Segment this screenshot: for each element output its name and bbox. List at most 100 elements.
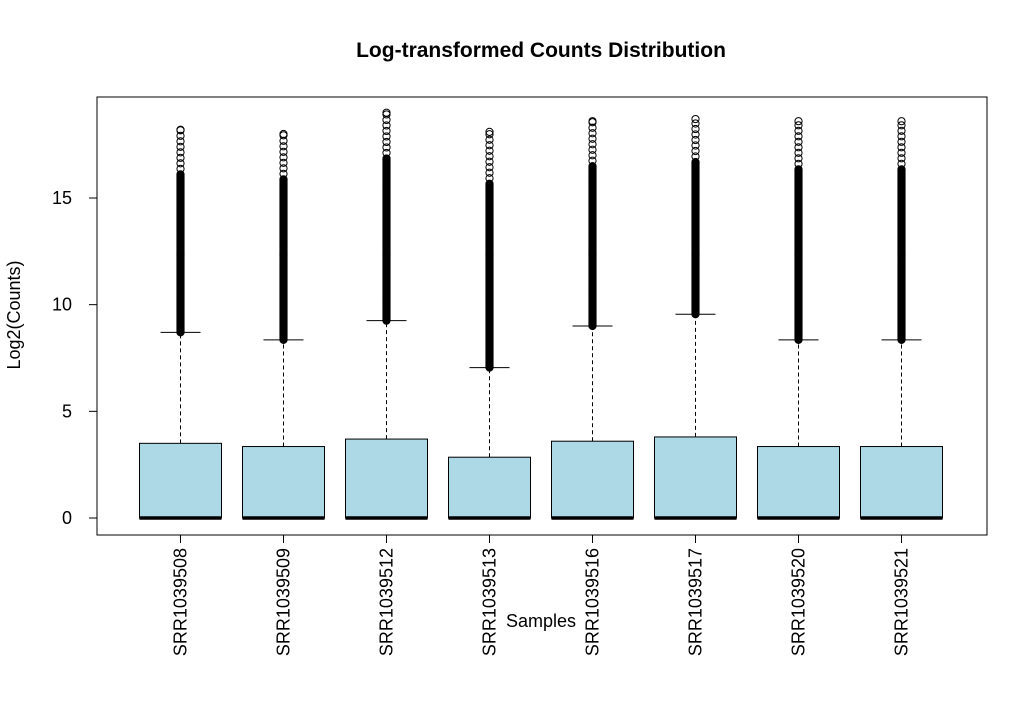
x-tick-label: SRR1039513 — [480, 548, 500, 656]
outlier-point — [691, 124, 700, 134]
outlier-point — [382, 108, 391, 117]
box-body — [757, 446, 840, 519]
outlier-point — [279, 175, 288, 184]
box-body — [654, 436, 737, 519]
outlier-point — [176, 137, 185, 146]
outlier-point — [382, 121, 391, 130]
box-SRR1039520 — [757, 117, 840, 520]
x-tick-label: SRR1039521 — [892, 548, 912, 656]
outlier-point — [897, 132, 906, 141]
x-tick-label: SRR1039520 — [789, 548, 809, 656]
outliers — [485, 127, 494, 372]
outlier-point — [176, 170, 185, 179]
box-body — [448, 456, 531, 519]
outlier-point — [279, 147, 288, 156]
outlier-point — [588, 162, 597, 171]
x-tick-label: SRR1039508 — [171, 548, 191, 656]
outlier-point — [485, 174, 494, 183]
outlier-point — [176, 159, 185, 168]
outlier-point — [691, 141, 700, 150]
box-SRR1039508 — [139, 125, 222, 520]
outlier-point — [897, 159, 906, 168]
outlier-point — [794, 126, 803, 135]
outlier-point — [279, 142, 288, 151]
x-tick-label: SRR1039517 — [686, 548, 706, 656]
x-axis-label: Samples — [506, 611, 576, 631]
box-SRR1039513 — [448, 127, 531, 520]
outlier-point — [176, 148, 185, 157]
outlier-point — [382, 154, 391, 163]
x-tick-label: SRR1039509 — [274, 548, 294, 656]
outliers — [794, 117, 803, 344]
outlier-point — [588, 117, 597, 126]
outlier-point — [691, 157, 700, 167]
outlier-point — [485, 146, 494, 155]
outlier-point — [897, 165, 906, 174]
y-tick-label: 15 — [52, 188, 72, 208]
x-tick-label: SRR1039512 — [377, 548, 397, 656]
outlier-point — [897, 154, 906, 163]
outliers — [176, 125, 185, 337]
box-body — [860, 446, 943, 519]
outlier-point — [382, 148, 391, 158]
outliers — [691, 114, 700, 319]
outlier-point — [897, 117, 906, 126]
outlier-point — [794, 132, 803, 141]
outlier-point — [279, 158, 288, 167]
outlier-point — [588, 156, 597, 165]
box-body — [551, 440, 634, 519]
outlier-point — [691, 146, 700, 156]
outlier-point — [485, 130, 494, 139]
outlier-point — [382, 143, 391, 152]
y-tick-label: 0 — [62, 508, 72, 528]
outlier-point — [485, 168, 494, 177]
outlier-point — [691, 135, 700, 145]
boxes-layer — [139, 108, 943, 520]
outlier-point — [176, 125, 185, 134]
outlier-point — [691, 114, 700, 124]
y-tick-label: 5 — [62, 401, 72, 421]
outlier-point — [794, 154, 803, 163]
outlier-point — [176, 131, 185, 140]
outlier-point — [485, 157, 494, 166]
y-tick-label: 10 — [52, 295, 72, 315]
outliers — [588, 117, 597, 331]
outlier-point — [176, 142, 185, 151]
outlier-point — [382, 126, 391, 136]
outlier-point — [588, 140, 597, 149]
outlier-point — [588, 123, 597, 132]
outlier-point — [691, 130, 700, 139]
box-SRR1039521 — [860, 117, 943, 520]
outlier-point — [897, 121, 906, 130]
outlier-point — [485, 163, 494, 172]
outlier-point — [897, 126, 906, 135]
outlier-point — [794, 137, 803, 146]
outlier-point — [794, 117, 803, 126]
outliers — [382, 108, 391, 325]
chart-title: Log-transformed Counts Distribution — [356, 39, 726, 62]
outlier-point — [382, 110, 391, 119]
box-SRR1039517 — [654, 114, 737, 520]
box-SRR1039516 — [551, 117, 634, 520]
outlier-point — [691, 119, 700, 128]
outlier-point — [485, 135, 494, 144]
plot-frame — [96, 96, 988, 536]
outlier-point — [794, 159, 803, 168]
outlier-point — [794, 148, 803, 157]
outlier-point — [176, 164, 185, 173]
outlier-point — [794, 121, 803, 130]
outlier-point — [176, 153, 185, 162]
y-axis-label: Log2(Counts) — [4, 260, 24, 369]
outlier-point — [279, 129, 288, 139]
outlier-point — [794, 165, 803, 174]
outlier-point — [588, 134, 597, 143]
outlier-point — [897, 137, 906, 146]
box-SRR1039509 — [242, 129, 325, 520]
outlier-point — [897, 148, 906, 157]
y-axis: 0 5 10 15 — [52, 188, 98, 528]
box-body — [139, 442, 222, 519]
outlier-point — [279, 153, 288, 162]
outlier-point — [485, 141, 494, 150]
box-body — [345, 438, 428, 519]
